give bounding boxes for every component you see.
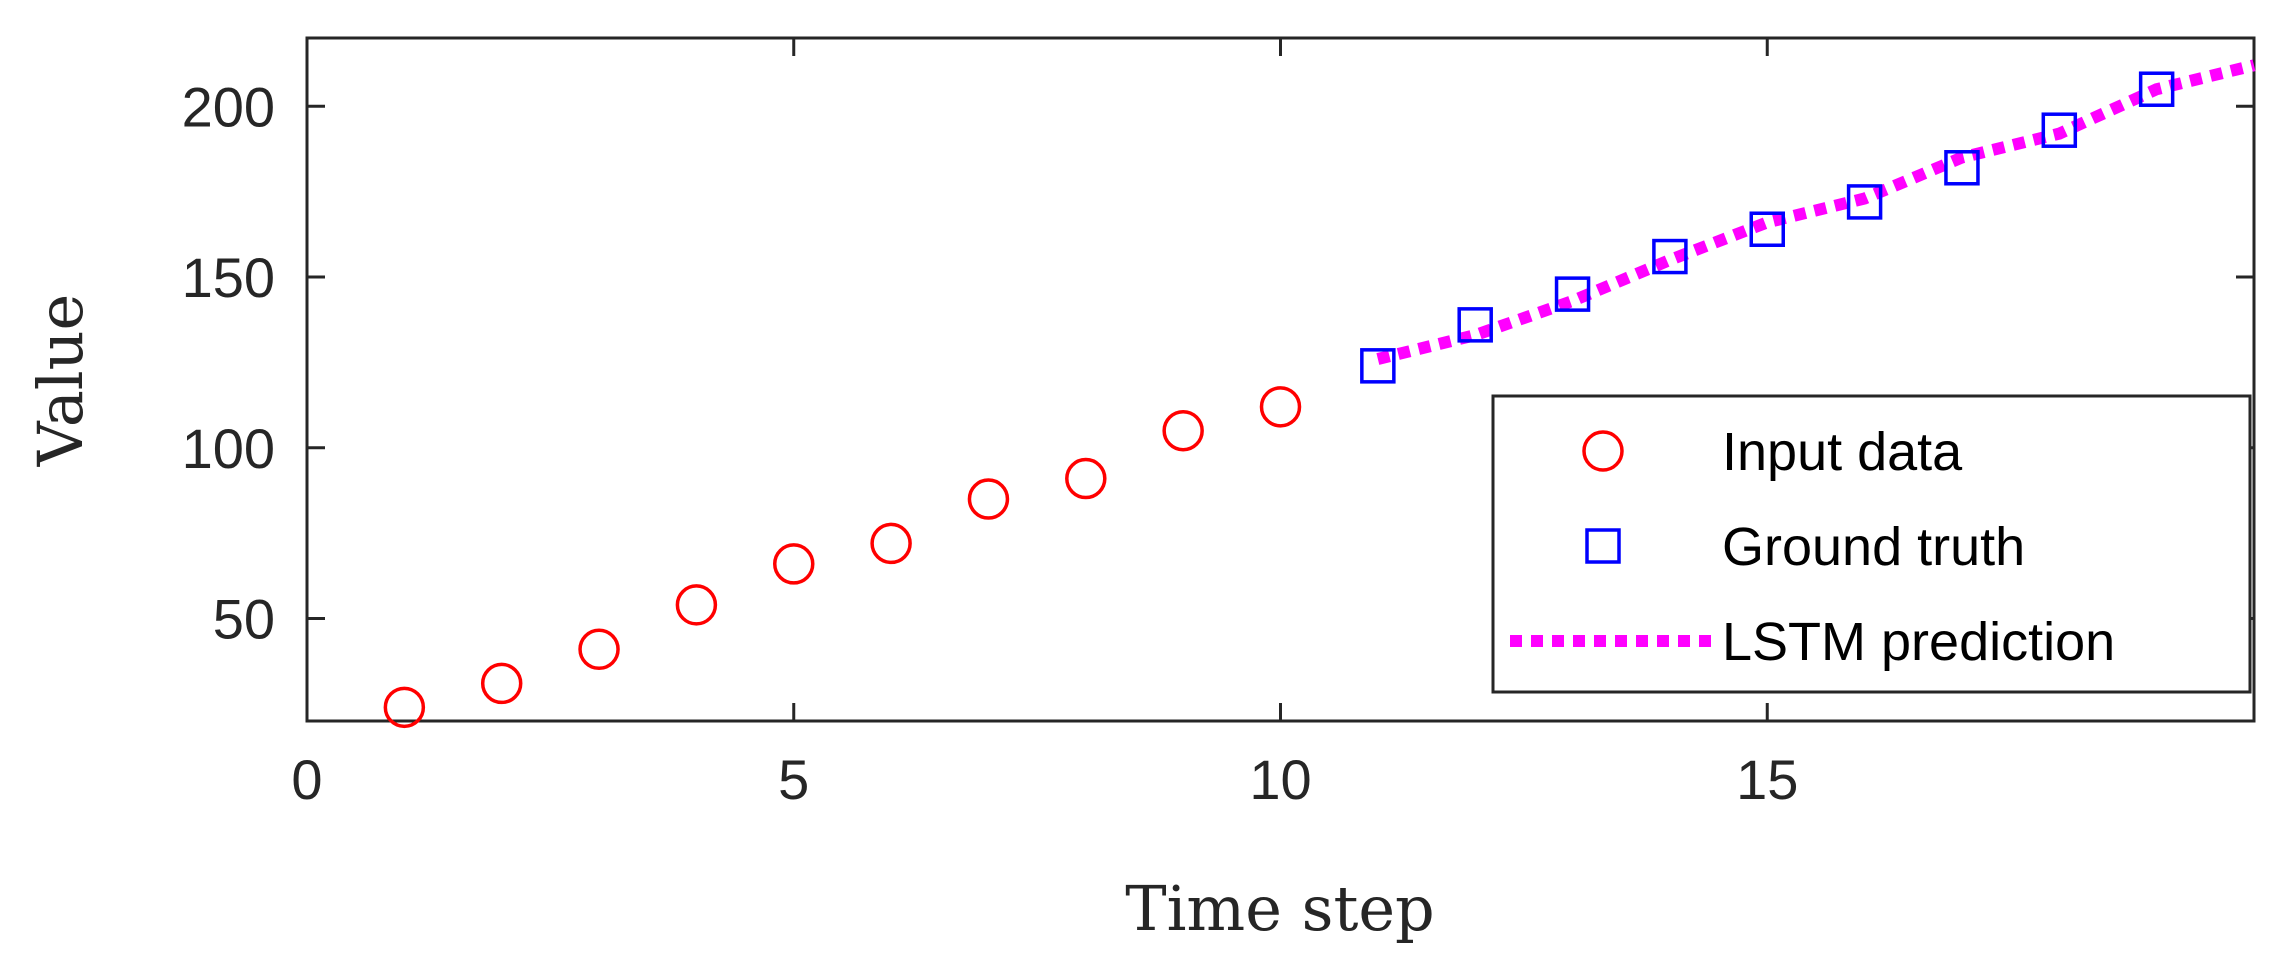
input-data-point [870,522,912,565]
y-tick-label: 100 [182,417,275,480]
legend-label: Ground truth [1722,517,2025,577]
y-tick-label: 150 [182,246,275,309]
input-data-point [773,543,815,585]
ground-truth-point [1360,348,1396,384]
input-data-point [675,584,718,626]
input-data-point [1065,457,1107,500]
y-tick-label: 200 [182,75,275,138]
legend-label: Input data [1722,422,1963,482]
x-tick-label: 15 [1736,748,1798,811]
legend-input-data-marker [1582,430,1624,472]
input-data-point [1162,409,1204,452]
tick-labels: 0 5 10 15 50 100 150 200 [182,75,1799,811]
input-data-point [967,478,1010,520]
ground-truth-point [1846,184,1883,220]
x-tick-label: 5 [778,748,809,811]
y-tick-label: 50 [213,588,275,651]
ground-truth-point [1652,238,1688,275]
ground-truth-point [2138,71,2175,107]
ground-truth-point [1554,276,1591,312]
ground-truth-point [2041,112,2078,148]
ground-truth-point [1749,211,1785,247]
x-axis-label: Time step [1125,872,1435,945]
y-axis-label: Value [24,294,97,468]
ground-truth-point [1457,307,1493,343]
input-data-point [1259,386,1302,428]
input-data-point [578,628,620,671]
ground-truth-point [1944,150,1980,186]
x-tick-label: 0 [291,748,322,811]
legend: Input data Ground truth LSTM prediction [1491,394,2252,694]
input-data-point [480,662,523,705]
legend-ground-truth-marker [1585,528,1621,564]
legend-label: LSTM prediction [1722,612,2115,672]
lstm-prediction-line [1376,59,2256,365]
x-tick-label: 10 [1249,748,1311,811]
data-marks [383,59,2256,729]
input-data-point [383,686,426,729]
